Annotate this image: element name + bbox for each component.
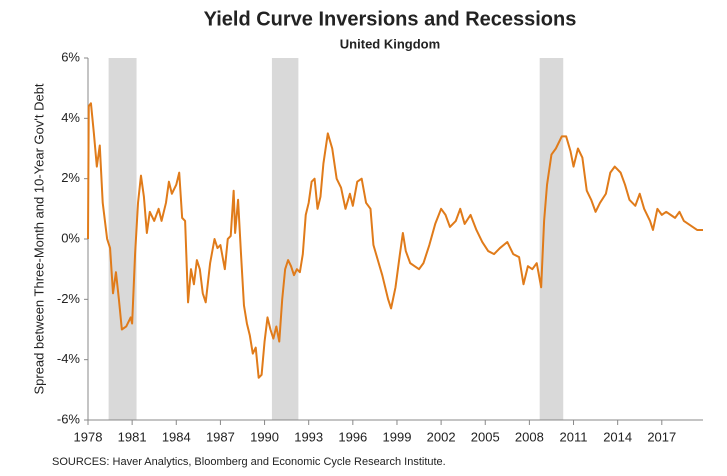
y-tick-label: 4%	[61, 110, 80, 125]
recession-band	[108, 58, 137, 420]
recession-band	[271, 58, 299, 420]
x-tick-label: 1978	[74, 429, 103, 444]
chart-title: Yield Curve Inversions and Recessions	[204, 8, 577, 30]
x-tick-label: 1981	[118, 429, 147, 444]
x-tick-label: 1999	[383, 429, 412, 444]
x-tick-label: 1990	[250, 429, 279, 444]
y-tick-label: -6%	[57, 411, 81, 426]
y-tick-label: 2%	[61, 170, 80, 185]
data-line	[87, 102, 703, 379]
x-tick-label: 2005	[471, 429, 500, 444]
chart-subtitle: United Kingdom	[340, 36, 440, 51]
y-tick-label: -2%	[57, 291, 81, 306]
x-tick-label: 2017	[647, 429, 676, 444]
y-tick-label: 0%	[61, 230, 80, 245]
x-tick-label: 1984	[162, 429, 191, 444]
y-axis-label: Spread between Three-Month and 10-Year G…	[31, 83, 46, 394]
x-tick-label: 1987	[206, 429, 235, 444]
x-tick-label: 1996	[338, 429, 367, 444]
y-tick-label: -4%	[57, 351, 81, 366]
x-tick-label: 2014	[603, 429, 632, 444]
recession-band	[539, 58, 564, 420]
x-tick-label: 2011	[560, 429, 588, 444]
x-tick-label: 2002	[427, 429, 456, 444]
y-tick-label: 6%	[61, 49, 80, 64]
x-tick-label: 2008	[515, 429, 544, 444]
x-tick-label: 1993	[294, 429, 323, 444]
source-note: SOURCES: Haver Analytics, Bloomberg and …	[52, 456, 446, 468]
